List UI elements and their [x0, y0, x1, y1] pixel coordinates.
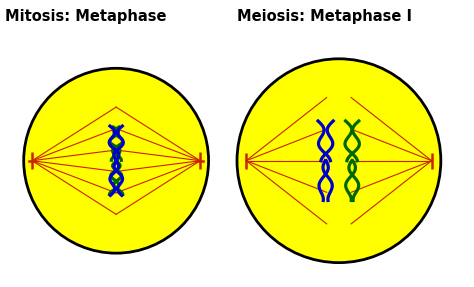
- Text: Mitosis: Metaphase: Mitosis: Metaphase: [5, 9, 166, 24]
- Ellipse shape: [24, 68, 209, 253]
- Text: Meiosis: Metaphase I: Meiosis: Metaphase I: [237, 9, 412, 24]
- Ellipse shape: [237, 59, 441, 263]
